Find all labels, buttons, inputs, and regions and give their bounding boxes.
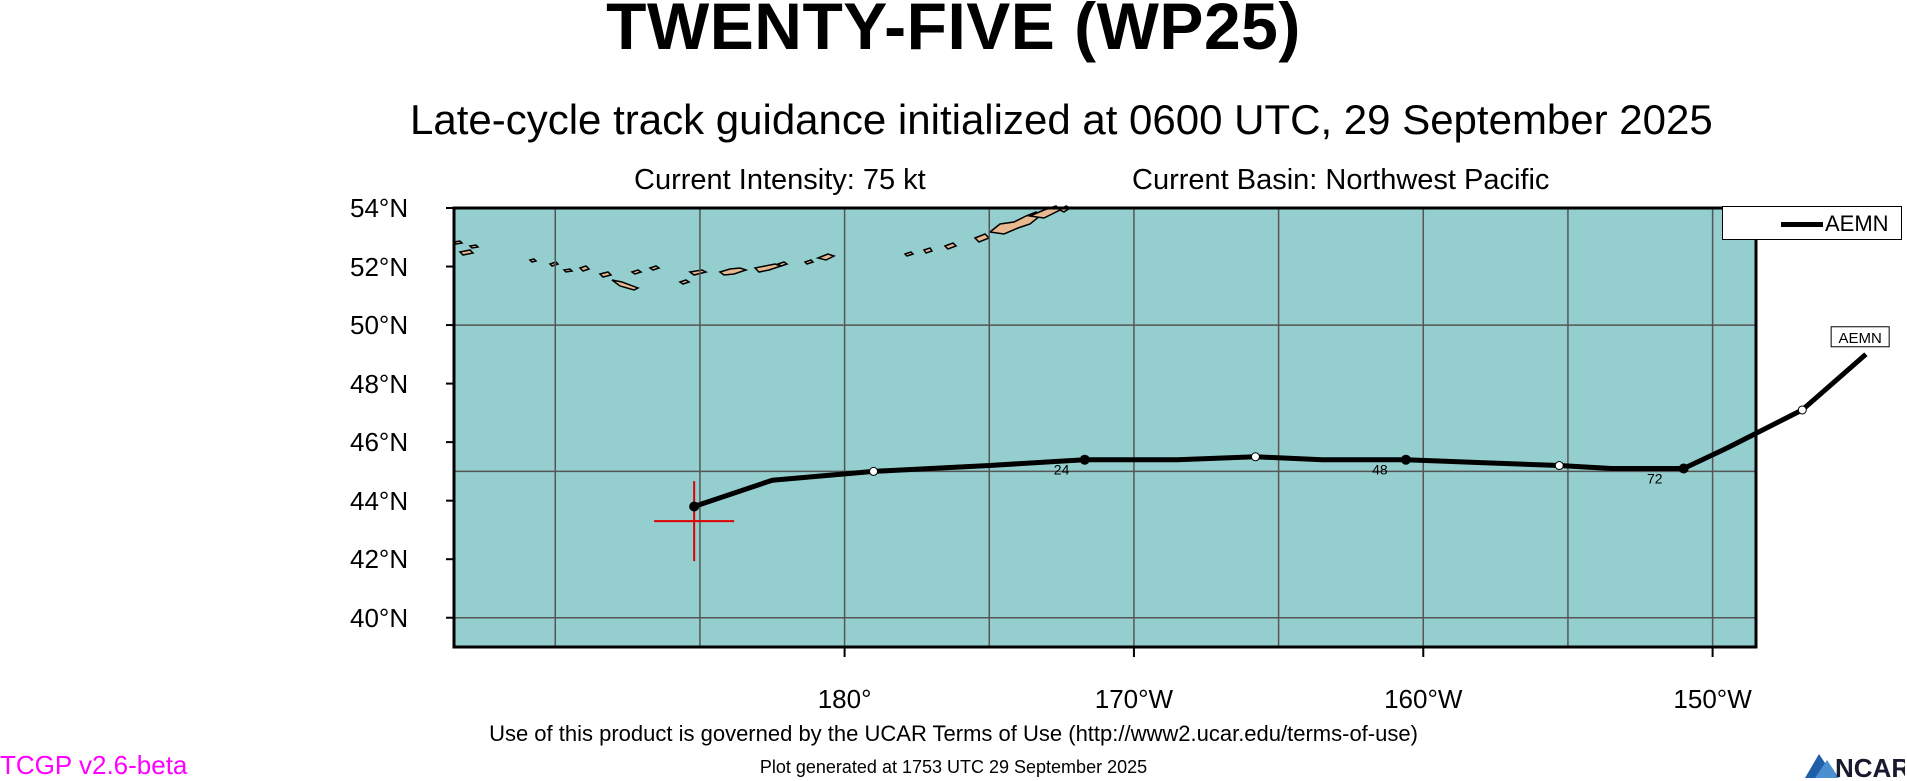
y-tick-label: 54°N [350,193,409,223]
track-point [1678,463,1689,474]
legend-label-aemn: AEMN [1825,211,1889,236]
y-tick-label: 40°N [350,602,409,633]
track-point [1079,454,1090,465]
track-point [1400,454,1411,465]
track-aemn: 24 48 72 AEMN [689,326,1890,512]
map-grid [454,208,1756,647]
track-line-aemn [693,352,1868,509]
y-tick-label: 52°N [350,251,409,282]
logo-text: NCAR [1835,753,1905,780]
current-position-marker [654,481,735,562]
page-title: TWENTY-FIVE (WP25) [606,0,1301,63]
legend-line-aemn [1781,222,1823,227]
track-point [1554,461,1564,471]
y-tick-label: 44°N [350,485,409,516]
x-tick-label: 150°W [1673,684,1752,714]
track-point [1797,405,1807,415]
track-end-label: AEMN [1838,330,1881,347]
track-point [869,466,879,476]
y-tick-label: 48°N [350,368,409,399]
y-tick-label: 50°N [350,310,409,341]
map-frame [452,206,1758,649]
generated-time: Plot generated at 1753 UTC 29 September … [759,757,1148,777]
track-point [1250,452,1260,462]
ocean-background [454,208,1756,647]
track-point [689,501,700,512]
track-end-label-box [1830,326,1890,348]
terms-of-use: Use of this product is governed by the U… [489,721,1418,746]
y-tick-label: 46°N [350,427,409,458]
current-intensity: Current Intensity: 75 kt [634,164,926,196]
subtitle: Late-cycle track guidance initialized at… [410,96,1713,143]
y-tick-label: 42°N [350,544,409,575]
forecast-hour-label: 72 [1647,470,1663,486]
forecast-hour-label: 48 [1372,461,1388,477]
aleutian-islands [452,205,1072,291]
current-basin: Current Basin: Northwest Pacific [1132,164,1550,196]
version-label: TCGP v2.6-beta [0,750,188,780]
forecast-hour-label: 24 [1054,461,1070,477]
x-tick-label: 180° [817,684,872,714]
x-tick-label: 170°W [1094,684,1174,714]
x-tick-label: 160°W [1384,684,1463,714]
legend: AEMN [1722,206,1902,240]
ncar-logo: NCAR [1805,750,1905,780]
